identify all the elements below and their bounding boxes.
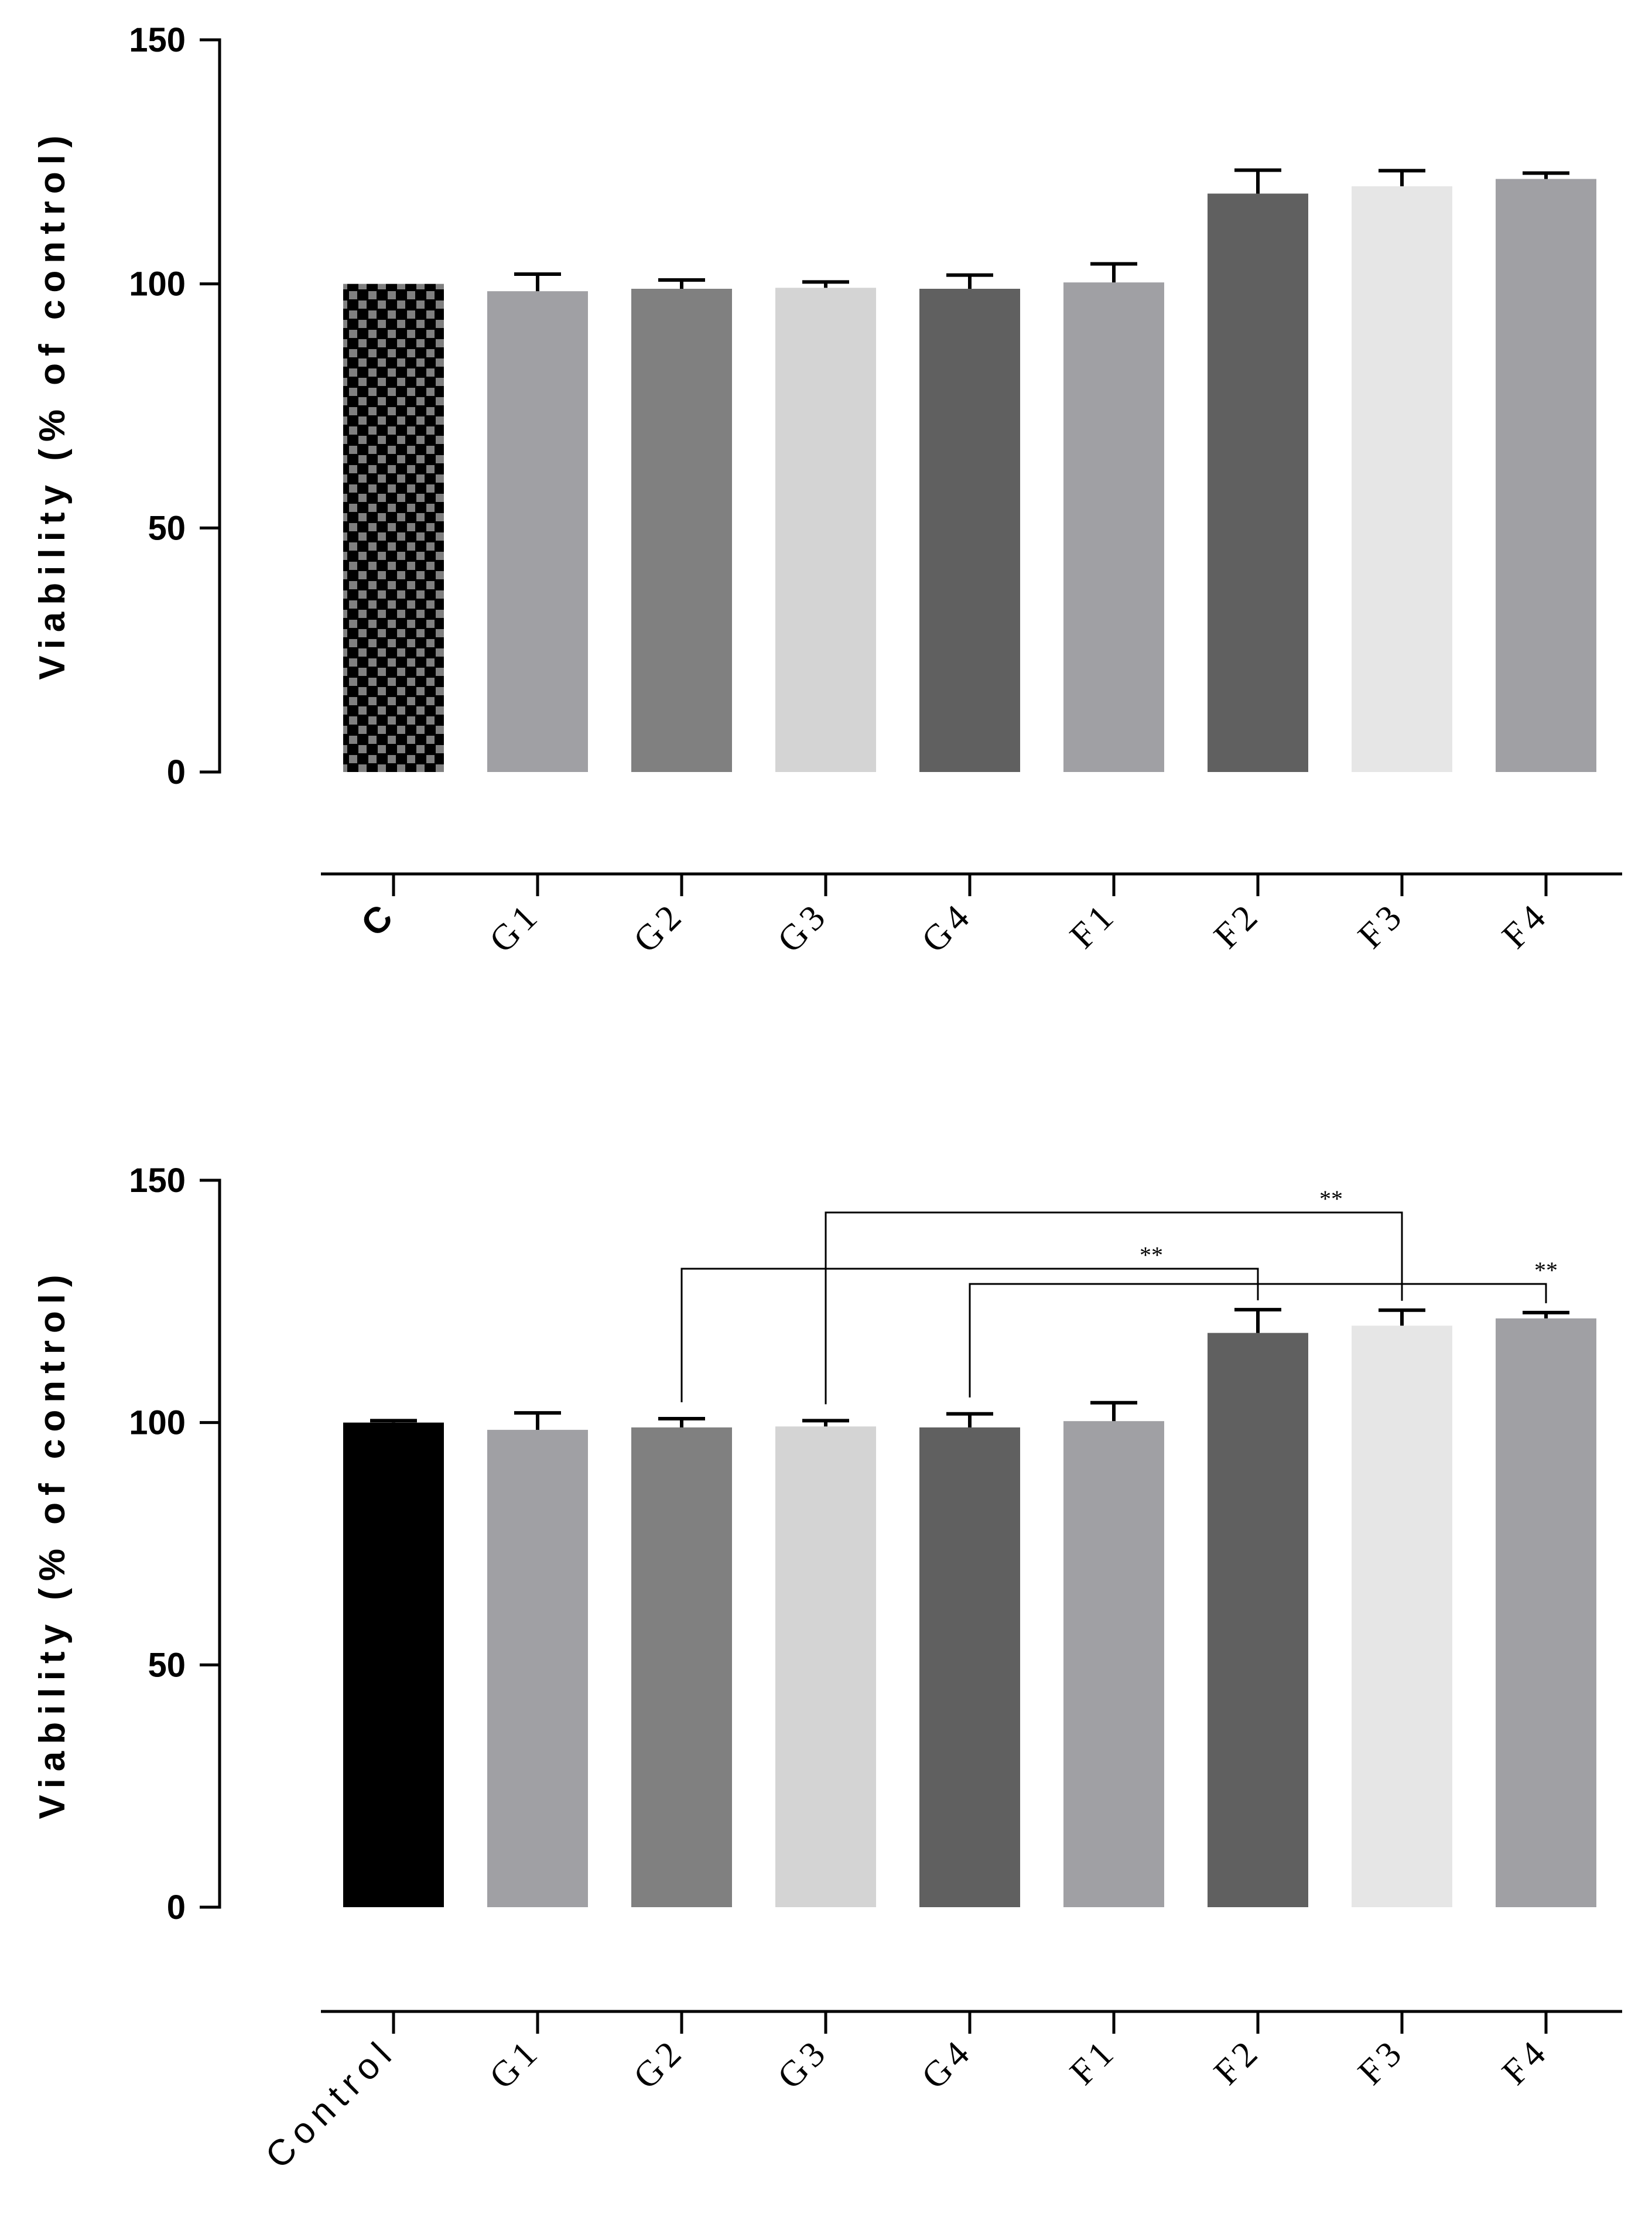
bar-f3 — [1352, 1326, 1452, 1907]
x-tick-label-f3: F3 — [1350, 894, 1412, 957]
significance-bracket-g4-f4 — [969, 1283, 1547, 1398]
chart-panel-top: Viability (% of control) 0 50 100 150 C G1 G2… — [32, 21, 1622, 961]
x-tick-label-f2: F2 — [1206, 894, 1268, 957]
x-tick-label-g2: G2 — [626, 2031, 692, 2097]
y-tick-label: 50 — [148, 1646, 186, 1684]
x-tick-label-g4: G4 — [914, 894, 980, 961]
bar-f2 — [1208, 1333, 1308, 1907]
x-tick-label-f1: F1 — [1062, 894, 1124, 957]
significance-label: ** — [1319, 1186, 1343, 1212]
chart-panel-bottom: Viability (% of control) 0 50 100 150 Contr… — [32, 1162, 1622, 2177]
x-tick-label-g3: G3 — [770, 2031, 836, 2097]
y-ticks: 0 50 100 150 — [129, 1162, 221, 1927]
bar-g3 — [775, 1426, 876, 1907]
bars — [343, 1318, 1596, 1907]
x-tick-label-f3: F3 — [1350, 2031, 1412, 2093]
y-axis-title: Viability (% of control) — [32, 128, 73, 679]
bar-c — [343, 284, 444, 773]
x-tick-label-g4: G4 — [914, 2031, 980, 2097]
y-ticks: 0 50 100 150 — [129, 21, 221, 791]
significance-label: ** — [1534, 1257, 1558, 1283]
significance-label: ** — [1140, 1242, 1163, 1268]
significance-bracket-g3-f3 — [825, 1211, 1403, 1405]
error-bars — [370, 1307, 1569, 1430]
x-tick-label-g3: G3 — [770, 894, 836, 961]
x-categories: C G1 G2 G3 G4 F1 F2 F3 F4 — [321, 872, 1622, 961]
bar-g3 — [775, 288, 876, 772]
bar-f3 — [1352, 186, 1452, 772]
x-tick-label-g1: G1 — [482, 894, 548, 961]
y-tick-label: 150 — [129, 1162, 186, 1200]
x-categories: Control G1 G2 G3 G4 F1 F2 F3 F4 — [258, 2010, 1622, 2177]
y-tick-label: 50 — [148, 509, 186, 547]
y-tick-label: 0 — [167, 1888, 186, 1927]
y-tick-label: 100 — [129, 265, 186, 303]
y-tick-label: 0 — [167, 753, 186, 791]
bar-f1 — [1063, 282, 1164, 773]
x-tick-label-f4: F4 — [1494, 2031, 1557, 2093]
x-tick-label-f4: F4 — [1494, 894, 1557, 957]
significance-brackets: ** ** ** — [680, 1186, 1558, 1405]
bars — [343, 179, 1596, 773]
bar-f4 — [1496, 1318, 1596, 1907]
bar-g2 — [631, 1427, 732, 1907]
x-tick-label-g2: G2 — [626, 894, 692, 961]
bar-g4 — [919, 1427, 1020, 1907]
bar-control — [343, 1422, 444, 1907]
error-bars — [514, 168, 1569, 292]
bar-f4 — [1496, 179, 1596, 772]
x-tick-label-f2: F2 — [1206, 2031, 1268, 2093]
bar-f1 — [1063, 1421, 1164, 1907]
x-tick-label-g1: G1 — [482, 2031, 548, 2097]
y-tick-label: 100 — [129, 1404, 186, 1442]
bar-g1 — [487, 291, 588, 773]
bar-f2 — [1208, 193, 1308, 772]
y-tick-label: 150 — [129, 21, 186, 59]
x-tick-label-f1: F1 — [1062, 2031, 1124, 2093]
y-axis-title: Viability (% of control) — [32, 1268, 73, 1819]
bar-g2 — [631, 289, 732, 772]
bar-g4 — [919, 289, 1020, 772]
bar-g1 — [487, 1430, 588, 1907]
x-tick-label-c: C — [354, 894, 404, 944]
x-tick-label-control: Control — [258, 2030, 404, 2177]
